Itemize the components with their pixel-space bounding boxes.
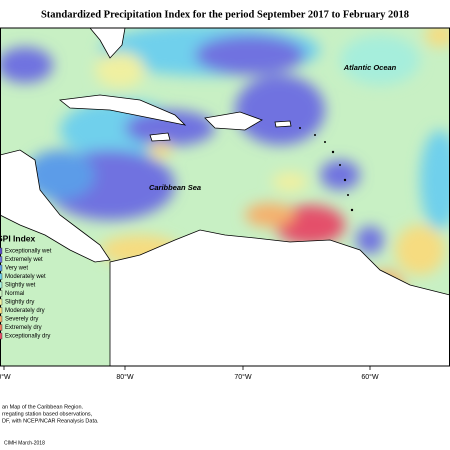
- longitude-label: 0°W: [0, 373, 11, 381]
- legend-swatch: [0, 307, 3, 314]
- credit: CIMH March-2018: [4, 440, 45, 446]
- legend-label: Slightly wet: [5, 283, 36, 289]
- legend-label: Extremely wet: [5, 257, 43, 263]
- legend-label: Exceptionally dry: [5, 334, 50, 340]
- legend-label: Moderately dry: [5, 308, 45, 314]
- legend-swatch: [0, 264, 3, 272]
- cuba: [59, 94, 187, 126]
- notes: an Map of the Caribbean Region.rregating…: [2, 404, 99, 424]
- longitude-label: 80°W: [116, 373, 134, 381]
- legend-label: Severely dry: [5, 317, 38, 323]
- south-america: [109, 229, 450, 366]
- puerto-rico: [274, 120, 292, 128]
- sea-label: Caribbean Sea: [149, 183, 201, 192]
- legend-label: Moderately wet: [5, 274, 46, 280]
- legend-swatch: [0, 332, 3, 340]
- legend-label: Very wet: [5, 266, 28, 272]
- hispaniola: [204, 111, 263, 131]
- legend-title: SPI Index: [0, 233, 36, 243]
- longitude-labels: 0°W 80°W 70°W 60°W: [0, 366, 379, 381]
- ocean-label: Atlantic Ocean: [343, 63, 397, 72]
- legend-label: Slightly dry: [5, 300, 34, 306]
- florida: [89, 28, 126, 59]
- note-line: rregating station based observations,: [2, 411, 93, 417]
- legend-label: Normal: [5, 291, 24, 297]
- longitude-label: 60°W: [361, 373, 379, 381]
- legend-swatch: [0, 290, 3, 297]
- legend-swatch: [0, 324, 3, 331]
- spi-field: [0, 28, 450, 366]
- map-title: Standardized Precipitation Index for the…: [41, 9, 409, 20]
- legend-swatch: [0, 298, 3, 306]
- legend-label: Extremely dry: [5, 325, 42, 331]
- note-line: DF, with NCEP/NCAR Reanalysis Data.: [2, 418, 99, 424]
- legend-swatch: [0, 273, 3, 280]
- legend: SPI Index Exceptionally wet Extremely wet…: [0, 233, 52, 340]
- legend-swatch: [0, 281, 3, 289]
- lesser-antilles: [299, 127, 354, 212]
- legend-swatch: [0, 256, 3, 263]
- legend-swatch: [0, 315, 3, 323]
- central-america: [0, 149, 111, 263]
- jamaica: [149, 132, 171, 142]
- longitude-label: 70°W: [234, 373, 252, 381]
- legend-swatch: [0, 247, 3, 255]
- legend-label: Exceptionally wet: [5, 249, 52, 255]
- note-line: an Map of the Caribbean Region.: [2, 404, 83, 410]
